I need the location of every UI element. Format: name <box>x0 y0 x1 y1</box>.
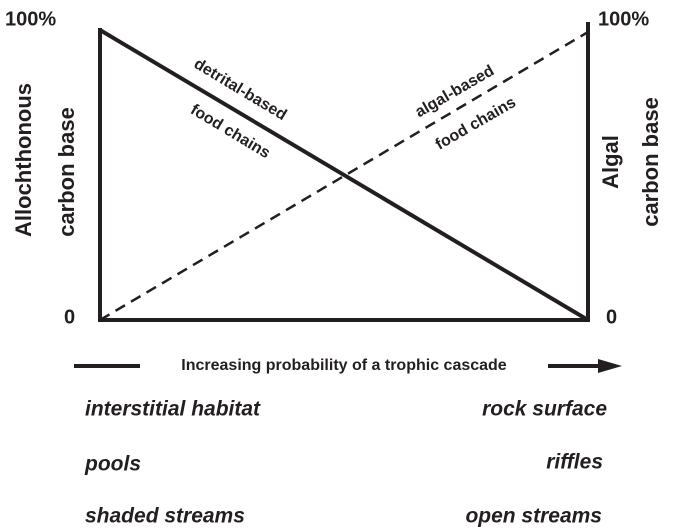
left-top-label: 100% <box>5 8 56 30</box>
arrow-label: Increasing probability of a trophic casc… <box>181 357 507 374</box>
right-top-label: 100% <box>598 8 649 30</box>
habitat-left: shaded streams <box>85 505 245 528</box>
detrital-line <box>98 28 590 322</box>
habitat-left: pools <box>84 453 141 476</box>
right-axis-label: Algal <box>598 135 623 189</box>
left-bottom-label: 0 <box>64 306 75 328</box>
right-bottom-label: 0 <box>606 306 617 328</box>
left-axis-label: carbon base <box>54 107 79 237</box>
arrow-head <box>598 359 622 373</box>
left-axis-label: Allochthonous <box>11 83 36 237</box>
algal-line <box>99 30 589 322</box>
right-axis-label: carbon base <box>638 97 663 227</box>
habitat-right: open streams <box>465 505 602 528</box>
habitat-left: interstitial habitat <box>85 398 261 421</box>
habitat-right: rock surface <box>482 398 607 421</box>
habitat-right: riffles <box>546 451 603 474</box>
